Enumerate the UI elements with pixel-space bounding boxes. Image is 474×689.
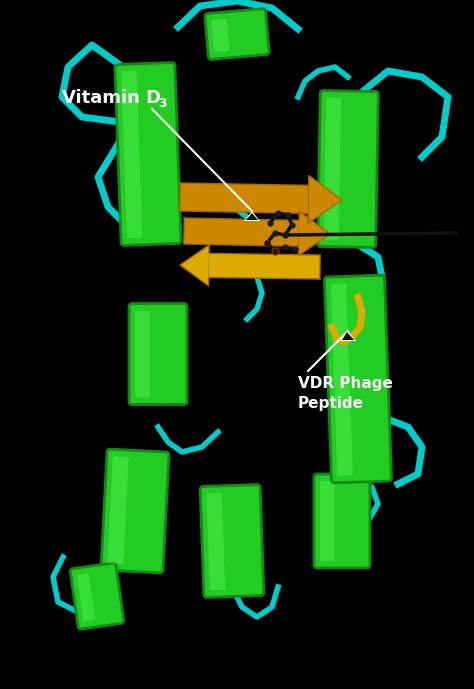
- Polygon shape: [244, 211, 260, 221]
- Polygon shape: [298, 212, 330, 256]
- Polygon shape: [308, 176, 342, 223]
- FancyBboxPatch shape: [200, 484, 264, 597]
- Polygon shape: [180, 245, 209, 286]
- Text: Vitamin D: Vitamin D: [62, 89, 161, 107]
- FancyBboxPatch shape: [115, 63, 181, 245]
- Text: 3: 3: [158, 97, 167, 110]
- FancyBboxPatch shape: [325, 275, 392, 483]
- Polygon shape: [180, 183, 309, 214]
- Text: VDR Phage: VDR Phage: [298, 376, 393, 391]
- FancyBboxPatch shape: [107, 456, 129, 564]
- Polygon shape: [340, 331, 356, 341]
- FancyBboxPatch shape: [77, 573, 95, 621]
- Polygon shape: [342, 332, 354, 340]
- FancyBboxPatch shape: [206, 493, 225, 590]
- FancyBboxPatch shape: [129, 303, 187, 404]
- FancyBboxPatch shape: [318, 90, 378, 247]
- FancyBboxPatch shape: [331, 283, 353, 475]
- Polygon shape: [209, 254, 320, 279]
- Polygon shape: [184, 218, 299, 247]
- FancyBboxPatch shape: [211, 19, 229, 52]
- Text: Peptide: Peptide: [298, 396, 364, 411]
- FancyBboxPatch shape: [135, 311, 150, 398]
- FancyBboxPatch shape: [314, 474, 370, 568]
- FancyBboxPatch shape: [320, 481, 335, 561]
- FancyBboxPatch shape: [121, 71, 142, 238]
- FancyBboxPatch shape: [205, 9, 269, 59]
- FancyBboxPatch shape: [324, 98, 341, 240]
- Polygon shape: [246, 213, 258, 220]
- FancyBboxPatch shape: [101, 449, 169, 573]
- FancyBboxPatch shape: [70, 563, 124, 629]
